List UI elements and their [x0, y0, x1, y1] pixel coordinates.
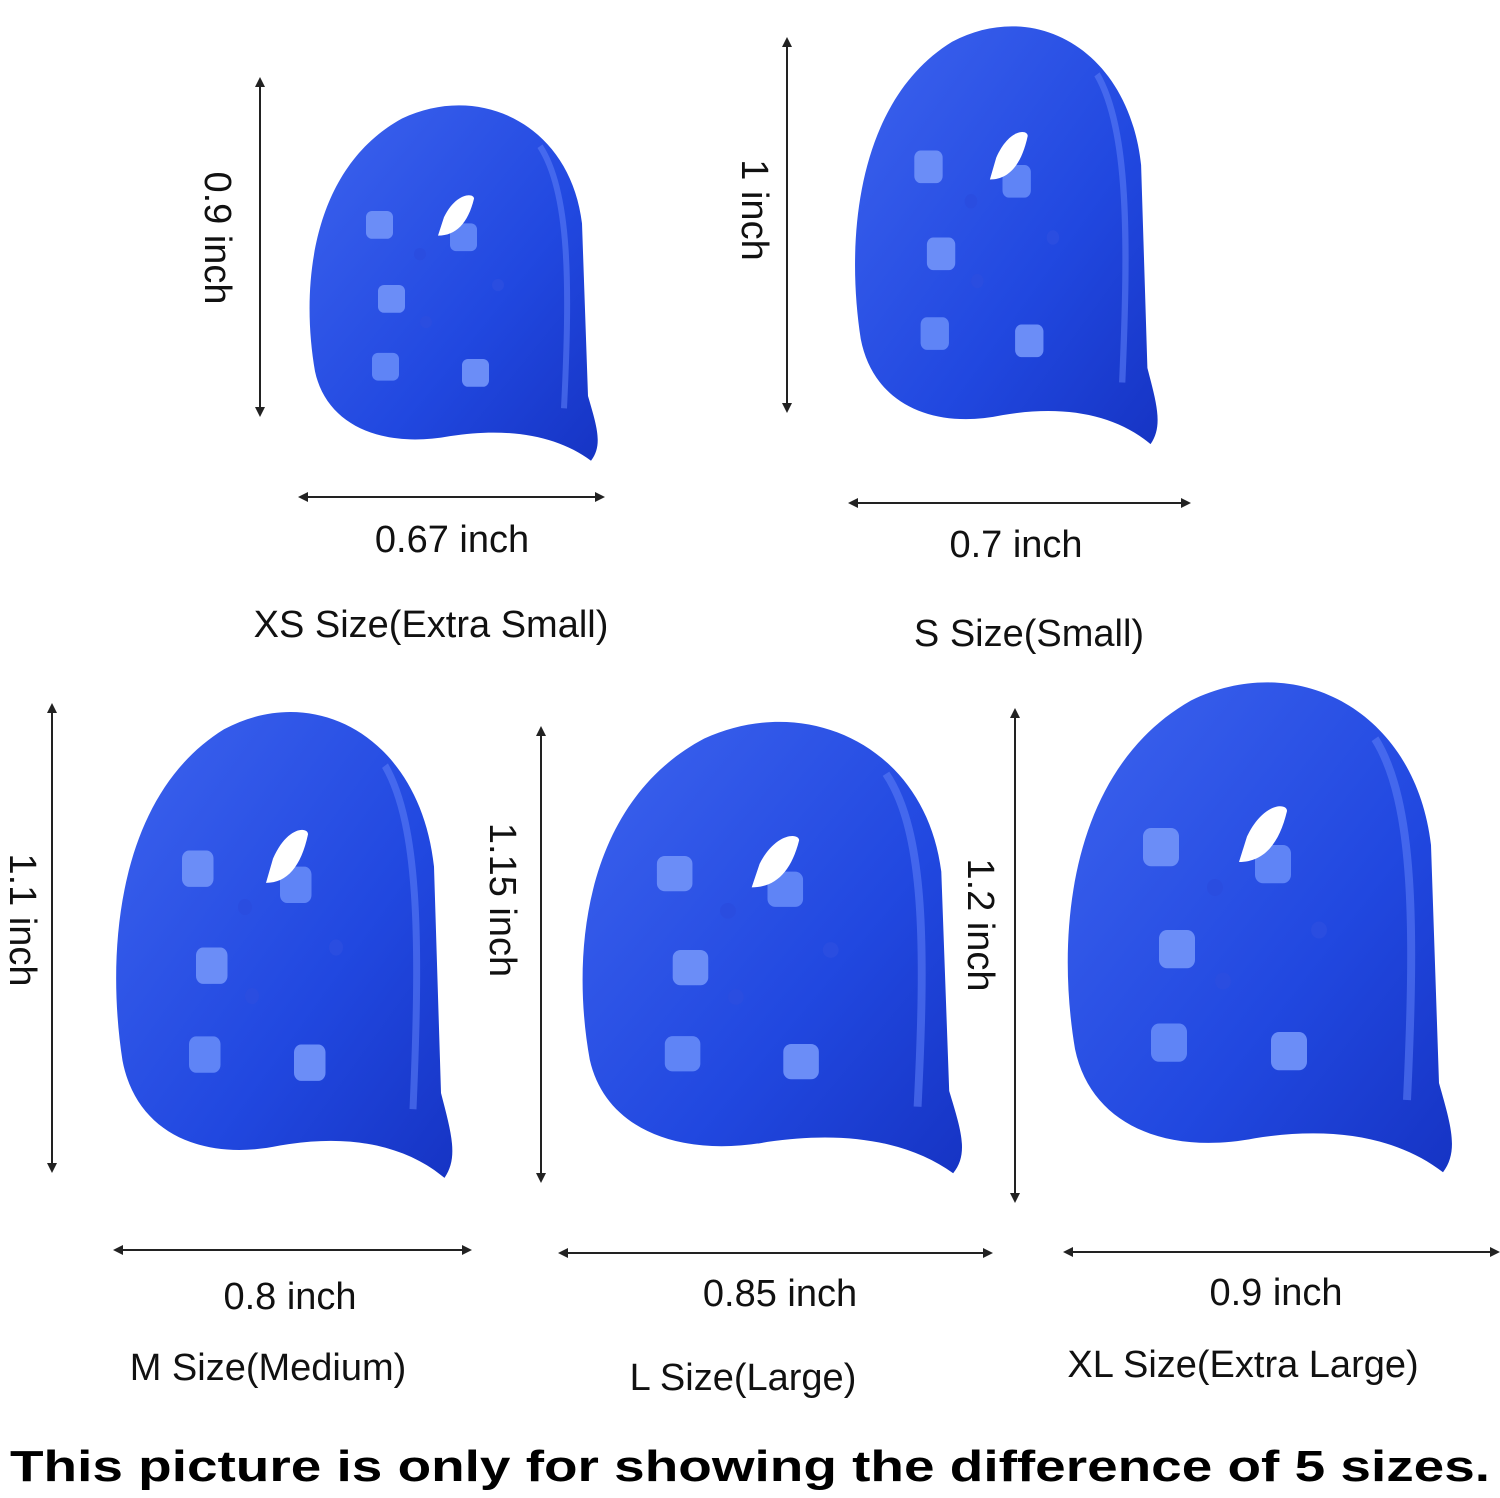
size-label: L Size(Large): [630, 1357, 857, 1399]
width-label: 0.85 inch: [703, 1273, 857, 1315]
width-label: 0.9 inch: [1209, 1272, 1342, 1314]
size-label: S Size(Small): [914, 613, 1144, 655]
height-label: 0.9 inch: [196, 171, 238, 304]
size-label: XL Size(Extra Large): [1067, 1344, 1418, 1386]
thimble-l: [583, 722, 962, 1173]
caption: This picture is only for showing the dif…: [10, 1442, 1490, 1491]
thimble-m: [116, 712, 452, 1178]
thimble-xl: [1068, 682, 1452, 1172]
size-label: XS Size(Extra Small): [254, 604, 609, 646]
width-label: 0.8 inch: [223, 1276, 356, 1318]
width-label: 0.67 inch: [375, 519, 529, 561]
height-label: 1.2 inch: [959, 858, 1001, 991]
thimble-s: [855, 26, 1158, 444]
height-label: 1 inch: [733, 159, 775, 260]
width-label: 0.7 inch: [949, 524, 1082, 566]
thimble-xs: [310, 105, 598, 460]
size-label: M Size(Medium): [130, 1347, 407, 1389]
height-label: 1.1 inch: [1, 853, 43, 986]
height-label: 1.15 inch: [481, 823, 523, 977]
